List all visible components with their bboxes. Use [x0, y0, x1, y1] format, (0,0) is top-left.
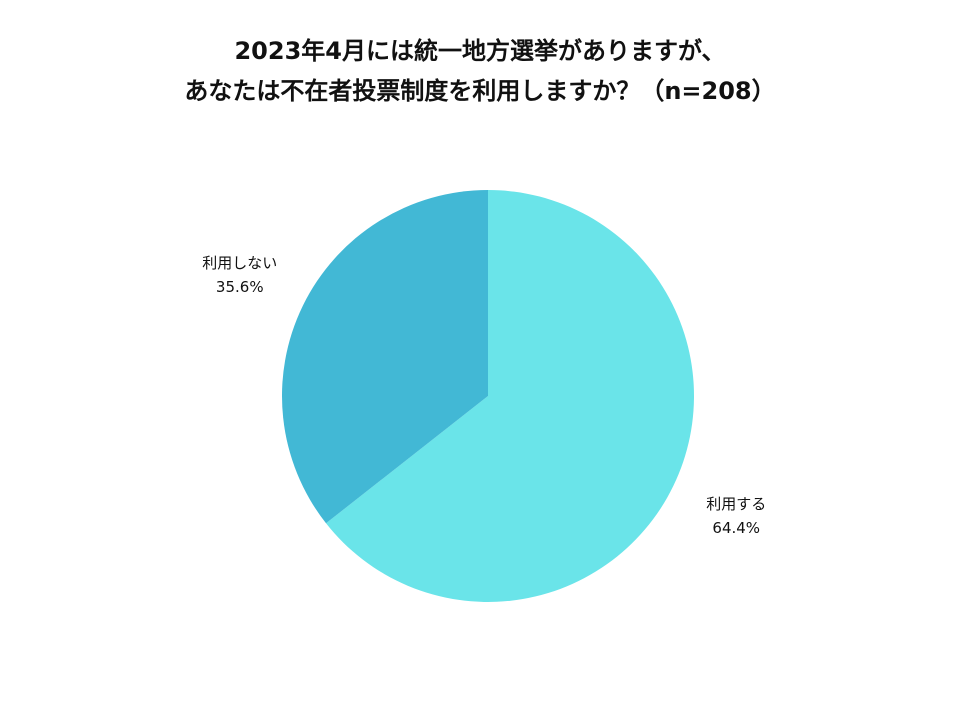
value-label: 35.6% — [216, 278, 264, 296]
slice-label: 利用しない — [202, 254, 277, 272]
pie-slice — [326, 190, 695, 602]
slice-label: 利用する — [706, 495, 766, 513]
pie-slice — [282, 190, 488, 524]
chart-title: あなたは不在者投票制度を利用しますか？（n=208） — [184, 77, 775, 105]
chart-title: 2023年4月には統一地方選挙がありますが、 — [234, 37, 725, 65]
value-label: 64.4% — [712, 519, 760, 537]
